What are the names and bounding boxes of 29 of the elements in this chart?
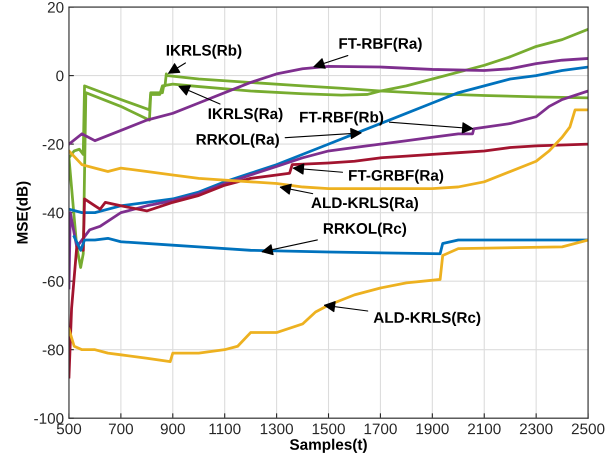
y-axis-title: MSE(dB) — [16, 182, 31, 244]
x-tick-label: 1500 — [312, 423, 345, 434]
x-tick-label: 2100 — [468, 423, 501, 434]
x-tick-label: 900 — [160, 423, 185, 434]
annotation: IKRLS(Rb) — [166, 44, 242, 59]
y-tick-label: -40 — [42, 208, 64, 218]
x-tick-label: 500 — [56, 423, 82, 434]
x-tick-label: 700 — [108, 423, 134, 434]
x-tick-label: 1700 — [364, 423, 397, 434]
x-tick-label: 2500 — [572, 423, 604, 434]
annotation: IKRLS(Ra) — [208, 108, 282, 122]
y-tick-label: -20 — [42, 138, 64, 150]
x-tick-label: 2300 — [520, 423, 553, 434]
y-tick-label: -60 — [42, 276, 64, 287]
annotation: FT-GRBF(Ra) — [349, 170, 444, 184]
annotation: RRKOL(Rc) — [324, 222, 406, 237]
annotation: RRKOL(Ra) — [196, 134, 279, 148]
annotation: ALD-KRLS(Ra) — [311, 196, 418, 212]
y-tick-label: 0 — [56, 70, 64, 82]
x-tick-label: 1900 — [416, 423, 449, 434]
y-tick-label: 20 — [48, 2, 64, 13]
y-tick-label: -100 — [34, 413, 64, 424]
x-tick-label: 1300 — [260, 423, 294, 434]
annotation: FT-RBF(Rb) — [300, 111, 384, 126]
x-tick-label: 1100 — [209, 423, 241, 434]
x-axis-title: Samples(t) — [290, 438, 367, 453]
y-tick-label: -80 — [42, 344, 64, 356]
annotation: FT-RBF(Ra) — [339, 38, 422, 52]
annotation: ALD-KRLS(Rc) — [374, 312, 480, 326]
